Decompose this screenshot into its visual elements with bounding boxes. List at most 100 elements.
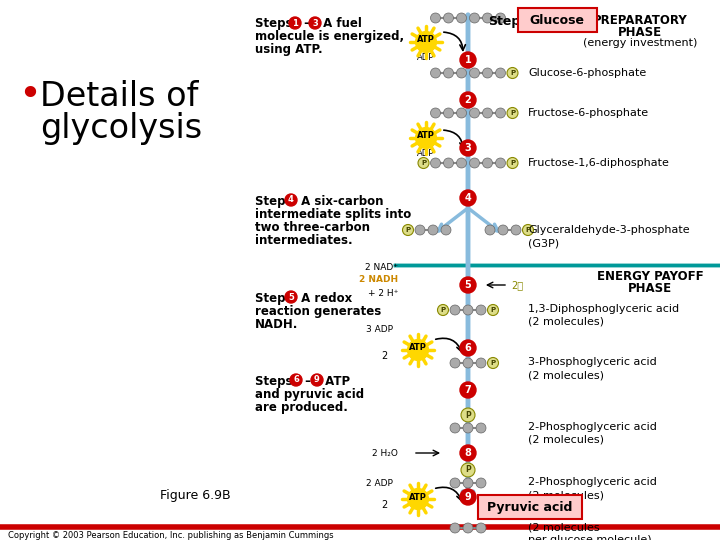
Text: ATP: ATP xyxy=(321,375,350,388)
Circle shape xyxy=(450,523,460,533)
Text: 2 NAD⁺: 2 NAD⁺ xyxy=(365,262,398,272)
Circle shape xyxy=(460,382,476,398)
Text: 7: 7 xyxy=(464,385,472,395)
Text: (G3P): (G3P) xyxy=(528,238,559,248)
Circle shape xyxy=(476,478,486,488)
Text: 1,3-Diphosphoglyceric acid: 1,3-Diphosphoglyceric acid xyxy=(528,304,679,314)
Circle shape xyxy=(495,158,505,168)
Text: 2 NADH: 2 NADH xyxy=(359,275,398,285)
Text: ADP: ADP xyxy=(418,53,435,63)
Text: (2 molecules): (2 molecules) xyxy=(528,435,604,445)
Circle shape xyxy=(460,140,476,156)
Text: 2: 2 xyxy=(382,500,388,510)
Circle shape xyxy=(485,225,495,235)
Text: 4: 4 xyxy=(464,193,472,203)
Text: 5: 5 xyxy=(288,293,294,301)
Text: P: P xyxy=(421,160,426,166)
Circle shape xyxy=(469,158,480,168)
Circle shape xyxy=(418,158,429,168)
Circle shape xyxy=(460,277,476,293)
Circle shape xyxy=(415,225,425,235)
Circle shape xyxy=(431,68,441,78)
Text: –: – xyxy=(300,17,314,30)
Circle shape xyxy=(456,108,467,118)
Text: per glucose molecule): per glucose molecule) xyxy=(528,535,652,540)
Circle shape xyxy=(495,13,505,23)
Text: 3: 3 xyxy=(312,18,318,28)
Circle shape xyxy=(290,374,302,386)
Circle shape xyxy=(460,92,476,108)
Circle shape xyxy=(507,68,518,78)
Circle shape xyxy=(311,374,323,386)
Text: PREPARATORY: PREPARATORY xyxy=(593,14,688,27)
Circle shape xyxy=(441,225,451,235)
Text: (2 molecules): (2 molecules) xyxy=(528,490,604,500)
Text: P: P xyxy=(526,227,531,233)
Text: ENERGY PAYOFF: ENERGY PAYOFF xyxy=(597,270,703,283)
Text: intermediates.: intermediates. xyxy=(255,234,353,247)
Text: 1: 1 xyxy=(464,55,472,65)
Text: (2 molecules): (2 molecules) xyxy=(528,370,604,380)
Circle shape xyxy=(428,225,438,235)
Circle shape xyxy=(476,523,486,533)
Text: P: P xyxy=(405,227,410,233)
Text: 3 ADP: 3 ADP xyxy=(366,326,393,334)
Text: P: P xyxy=(465,465,471,475)
Circle shape xyxy=(495,68,505,78)
Text: 2-Phosphoglyceric acid: 2-Phosphoglyceric acid xyxy=(528,422,657,432)
Text: Fructose-1,6-diphosphate: Fructose-1,6-diphosphate xyxy=(528,158,670,168)
Circle shape xyxy=(463,358,473,368)
Text: ATP: ATP xyxy=(409,492,427,502)
Text: Glucose-6-phosphate: Glucose-6-phosphate xyxy=(528,68,647,78)
Text: ATP: ATP xyxy=(417,132,435,140)
Circle shape xyxy=(487,357,498,368)
Circle shape xyxy=(309,17,321,29)
Text: 6: 6 xyxy=(293,375,299,384)
Text: Step: Step xyxy=(255,195,289,208)
Text: Details of: Details of xyxy=(40,80,199,113)
Circle shape xyxy=(495,108,505,118)
Circle shape xyxy=(476,423,486,433)
Circle shape xyxy=(444,13,454,23)
Circle shape xyxy=(507,107,518,118)
Circle shape xyxy=(476,358,486,368)
Circle shape xyxy=(415,32,436,52)
Circle shape xyxy=(444,158,454,168)
Text: Glyceraldehyde-3-phosphate: Glyceraldehyde-3-phosphate xyxy=(528,225,690,235)
Text: P: P xyxy=(510,70,515,76)
Circle shape xyxy=(482,13,492,23)
Text: P: P xyxy=(490,360,495,366)
Circle shape xyxy=(444,68,454,78)
Circle shape xyxy=(285,194,297,206)
Circle shape xyxy=(438,305,449,315)
Text: ATP: ATP xyxy=(409,343,427,353)
Circle shape xyxy=(487,305,498,315)
Text: ATP: ATP xyxy=(417,36,435,44)
Text: Step: Step xyxy=(255,292,289,305)
Circle shape xyxy=(408,340,428,360)
Text: 5: 5 xyxy=(464,280,472,290)
Circle shape xyxy=(460,489,476,505)
Circle shape xyxy=(507,158,518,168)
Circle shape xyxy=(482,68,492,78)
Text: A six-carbon: A six-carbon xyxy=(297,195,384,208)
Text: and pyruvic acid: and pyruvic acid xyxy=(255,388,364,401)
Text: reaction generates: reaction generates xyxy=(255,305,382,318)
Text: Glucose: Glucose xyxy=(529,15,585,28)
Text: 2Ⓟ: 2Ⓟ xyxy=(511,280,523,290)
Text: 8: 8 xyxy=(464,448,472,458)
Text: are produced.: are produced. xyxy=(255,401,348,414)
Circle shape xyxy=(285,291,297,303)
Text: Fructose-6-phosphate: Fructose-6-phosphate xyxy=(528,108,649,118)
Text: •: • xyxy=(18,76,41,114)
Text: ADP: ADP xyxy=(418,148,435,158)
Circle shape xyxy=(408,489,428,509)
Text: P: P xyxy=(510,110,515,116)
Circle shape xyxy=(463,478,473,488)
Text: P: P xyxy=(441,307,446,313)
Circle shape xyxy=(476,305,486,315)
Circle shape xyxy=(456,158,467,168)
Circle shape xyxy=(431,13,441,23)
Text: 2-Phosphoglyceric acid: 2-Phosphoglyceric acid xyxy=(528,477,657,487)
Text: Steps: Steps xyxy=(255,17,297,30)
